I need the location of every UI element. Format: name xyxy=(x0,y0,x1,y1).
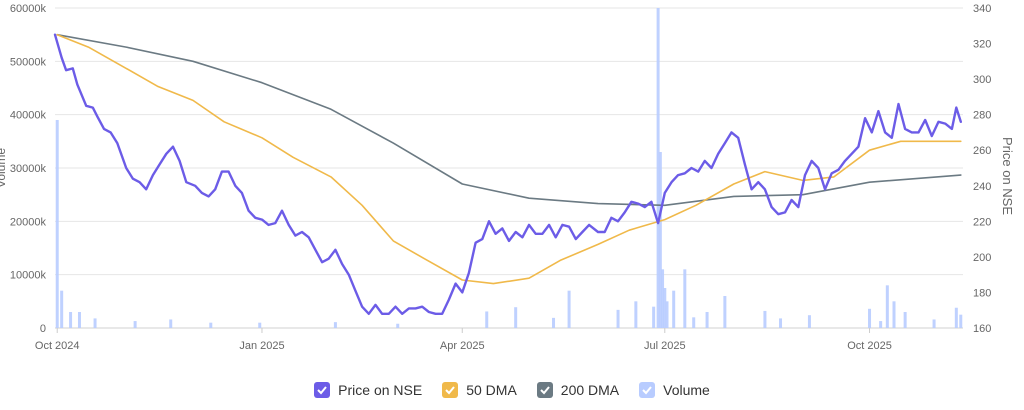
volume-bar xyxy=(656,8,660,328)
right-tick-label: 280 xyxy=(973,110,991,122)
volume-bar xyxy=(868,308,872,328)
right-tick-label: 320 xyxy=(973,39,991,51)
check-icon xyxy=(642,386,652,395)
volume-bar xyxy=(658,152,662,328)
volume-bar xyxy=(932,319,936,328)
right-tick-label: 220 xyxy=(973,216,991,228)
right-tick-label: 260 xyxy=(973,145,991,157)
check-icon xyxy=(445,386,455,395)
volume-bar xyxy=(779,318,783,328)
gridlines xyxy=(55,7,963,329)
x-tick-label: Oct 2025 xyxy=(847,340,892,352)
volume-bar xyxy=(661,269,665,328)
volume-bar xyxy=(60,290,64,328)
legend-item-200dma[interactable]: 200 DMA xyxy=(536,382,620,398)
check-icon xyxy=(317,386,327,395)
volume-bar xyxy=(169,319,173,328)
right-tick-label: 240 xyxy=(973,181,991,193)
volume-bar xyxy=(959,314,963,328)
y-left-axis-label: Volume xyxy=(0,148,8,188)
volume-bar xyxy=(663,288,667,328)
chart-legend: Price on NSE 50 DMA 200 DMA Volume xyxy=(0,372,1024,408)
volume-bar xyxy=(683,269,687,328)
volume-bar xyxy=(692,317,696,328)
volume-bar xyxy=(892,301,896,328)
volume-bar xyxy=(567,290,571,328)
left-tick-label: 20000k xyxy=(10,216,47,228)
left-tick-label: 60000k xyxy=(10,3,47,15)
volume-bar xyxy=(514,307,518,328)
volume-bar xyxy=(616,309,620,328)
volume-bar xyxy=(333,322,337,328)
left-tick-label: 0 xyxy=(40,323,46,335)
volume-bar xyxy=(133,321,137,328)
legend-item-price[interactable]: Price on NSE xyxy=(314,382,422,398)
right-tick-label: 300 xyxy=(973,74,991,86)
volume-bar xyxy=(672,290,676,328)
volume-bar xyxy=(396,323,400,328)
volume-bar xyxy=(55,120,59,328)
check-icon xyxy=(540,386,550,395)
volume-bar xyxy=(69,312,73,328)
volume-bar xyxy=(954,307,958,328)
dma50-line xyxy=(56,33,962,285)
volume-bar xyxy=(485,311,489,328)
x-tick-label: Jul 2025 xyxy=(644,340,686,352)
volume-bar xyxy=(209,322,213,328)
left-tick-label: 40000k xyxy=(10,110,47,122)
x-tick-label: Oct 2024 xyxy=(35,340,80,352)
x-axis-ticks: Oct 2024 Jan 2025 Apr 2025 Jul 2025 Oct 2025 xyxy=(35,328,892,352)
legend-label-50dma: 50 DMA xyxy=(466,382,517,398)
volume-bar xyxy=(763,310,767,328)
volume-bar xyxy=(705,312,709,328)
right-tick-label: 200 xyxy=(973,252,991,264)
legend-item-volume[interactable]: Volume xyxy=(639,382,710,398)
volume-bar xyxy=(665,301,669,328)
volume-bar xyxy=(885,285,889,328)
volume-bar xyxy=(634,301,638,328)
volume-bar xyxy=(903,312,907,328)
legend-checkbox-200dma[interactable] xyxy=(536,382,553,398)
right-tick-label: 160 xyxy=(973,323,991,335)
left-tick-label: 10000k xyxy=(10,270,47,282)
volume-bar xyxy=(77,312,81,328)
volume-bar xyxy=(652,306,656,328)
legend-label-volume: Volume xyxy=(663,382,710,398)
legend-label-price: Price on NSE xyxy=(338,382,423,398)
volume-bar xyxy=(879,321,883,328)
legend-item-50dma[interactable]: 50 DMA xyxy=(442,382,517,398)
x-tick-label: Apr 2025 xyxy=(440,340,485,352)
volume-bars xyxy=(55,8,963,328)
left-tick-label: 30000k xyxy=(10,163,47,175)
dma200-line xyxy=(56,33,962,207)
price-line xyxy=(53,33,962,315)
volume-bar xyxy=(807,315,811,328)
left-tick-label: 50000k xyxy=(10,56,47,68)
legend-checkbox-price[interactable] xyxy=(314,382,331,398)
legend-checkbox-volume[interactable] xyxy=(639,382,656,398)
right-tick-label: 340 xyxy=(973,3,991,15)
legend-checkbox-50dma[interactable] xyxy=(442,382,459,398)
right-tick-label: 180 xyxy=(973,287,991,299)
stock-chart: 0 10000k 20000k 30000k 40000k 50000k 60000k 16… xyxy=(0,3,1015,352)
volume-bar xyxy=(258,322,262,328)
volume-bar xyxy=(93,318,97,328)
x-tick-label: Jan 2025 xyxy=(239,340,284,352)
right-axis-ticks: 160 180 200 220 240 260 280 300 320 340 xyxy=(973,3,991,335)
series-lines xyxy=(53,33,962,315)
volume-bar xyxy=(723,296,727,328)
y-right-axis-label: Price on NSE xyxy=(1000,137,1015,215)
legend-label-200dma: 200 DMA xyxy=(560,382,620,398)
volume-bar xyxy=(552,317,556,328)
left-axis-ticks: 0 10000k 20000k 30000k 40000k 50000k 60000k xyxy=(10,3,47,335)
